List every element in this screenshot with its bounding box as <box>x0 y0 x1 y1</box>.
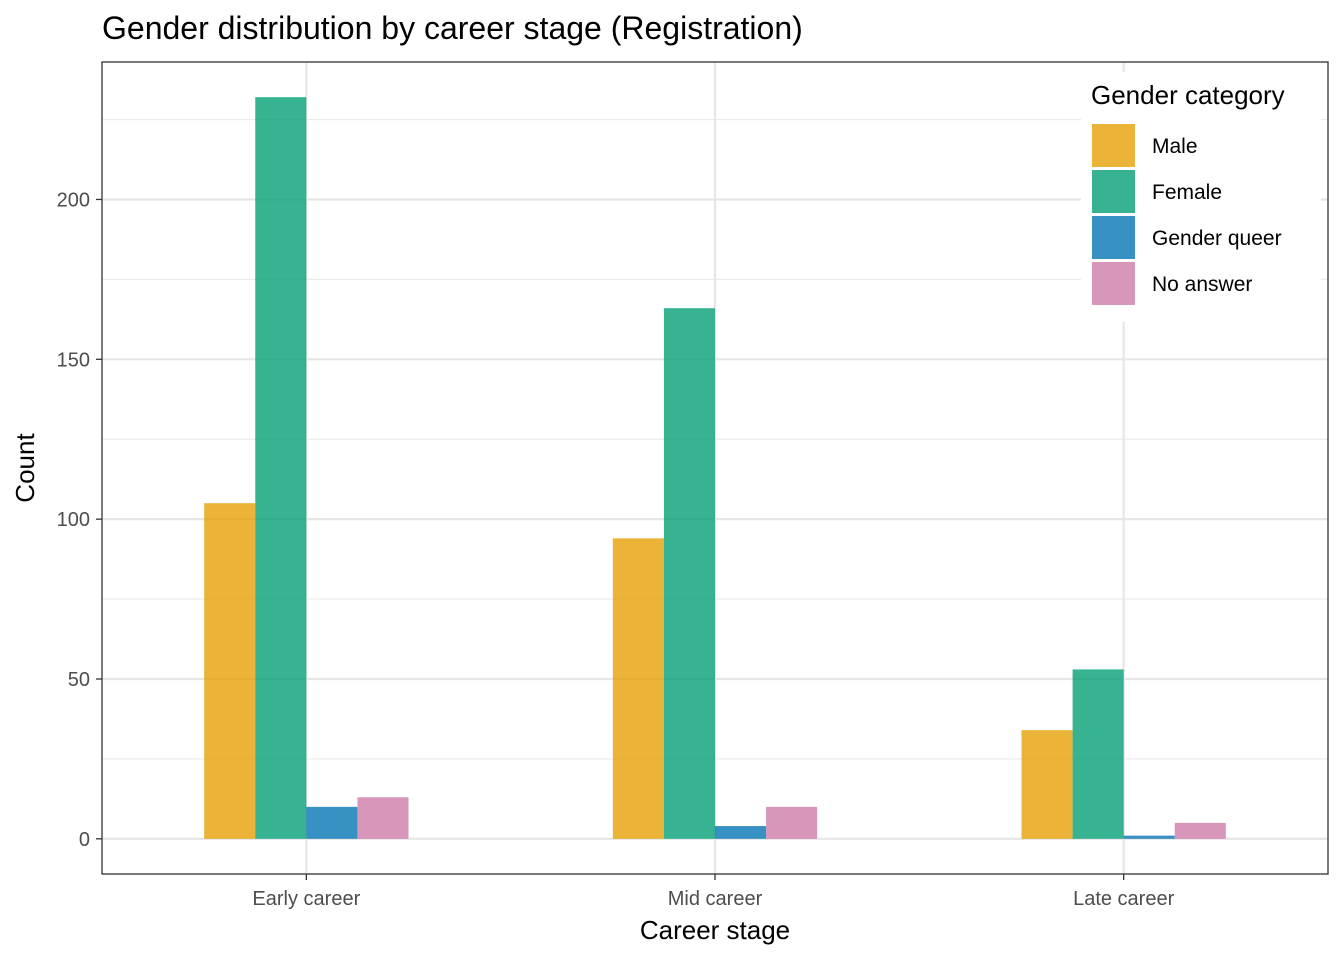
y-tick-label: 150 <box>57 349 90 371</box>
bar <box>306 806 358 839</box>
y-tick-label: 100 <box>57 509 90 531</box>
legend-key <box>1092 262 1135 305</box>
bar <box>357 797 409 839</box>
legend-label: Male <box>1152 135 1198 158</box>
legend: Gender category Male Female Gender queer No… <box>1081 72 1321 322</box>
y-axis-title: Count <box>10 433 40 503</box>
y-tick-label: 50 <box>68 669 90 691</box>
bar <box>255 97 307 839</box>
bar <box>1174 822 1226 839</box>
y-tick-label: 0 <box>79 829 90 851</box>
bar <box>612 538 664 839</box>
bar <box>1072 669 1124 839</box>
x-tick-label: Early career <box>252 888 360 910</box>
x-tick-label: Late career <box>1073 888 1175 910</box>
chart-title: Gender distribution by career stage (Reg… <box>102 10 803 46</box>
legend-label: Female <box>1152 181 1222 204</box>
y-tick-label: 200 <box>57 189 90 211</box>
bar <box>663 308 715 839</box>
bar <box>766 806 818 839</box>
x-axis-title: Career stage <box>640 915 790 945</box>
bar <box>715 826 767 839</box>
legend-label: No answer <box>1152 273 1252 296</box>
x-tick-label: Mid career <box>668 888 763 910</box>
legend-label: Gender queer <box>1152 227 1282 250</box>
legend-key <box>1092 124 1135 167</box>
legend-title: Gender category <box>1091 80 1285 110</box>
bar <box>1021 730 1073 839</box>
legend-key <box>1092 216 1135 259</box>
bar <box>1123 835 1175 839</box>
bar <box>204 503 256 839</box>
legend-key <box>1092 170 1135 213</box>
